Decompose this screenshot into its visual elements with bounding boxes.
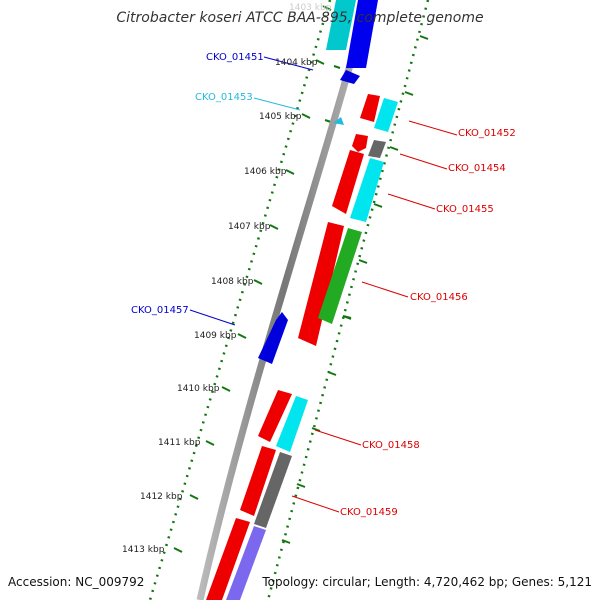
gene-cko01459-red <box>240 446 276 516</box>
gene-cko01455-red <box>332 150 364 214</box>
tick-label-1412: 1412 kbp <box>140 492 183 502</box>
tick-label-1413: 1413 kbp <box>122 545 165 555</box>
leader-lines <box>189 56 458 513</box>
gene-label-cko01456[interactable]: CKO_01456 <box>410 292 468 303</box>
tick-label-1405: 1405 kbp <box>259 112 302 122</box>
tick-marks <box>173 5 332 553</box>
tick-label-1411: 1411 kbp <box>158 438 201 448</box>
gene-cyan-top <box>326 0 356 50</box>
gene-label-cko01454[interactable]: CKO_01454 <box>448 163 506 174</box>
gene-cko01453 <box>333 117 344 125</box>
genome-summary: Topology: circular; Length: 4,720,462 bp… <box>261 575 592 589</box>
gene-label-cko01459[interactable]: CKO_01459 <box>340 507 398 518</box>
gene-cko01452-red <box>360 94 380 122</box>
gene-blue-arrow <box>340 70 360 84</box>
gene-bottom-purple <box>226 526 266 600</box>
inner-dotted-ring <box>148 0 332 600</box>
gene-label-cko01453[interactable]: CKO_01453 <box>195 92 253 103</box>
gene-cko01452-cyan <box>374 98 398 132</box>
gene-cko01456-red <box>298 222 344 346</box>
gene-cko01454-red <box>352 134 368 152</box>
gene-label-cko01458[interactable]: CKO_01458 <box>362 440 420 451</box>
outer-ticks <box>281 35 429 544</box>
gene-label-cko01455[interactable]: CKO_01455 <box>436 204 494 215</box>
gene-cko01458-cyan <box>276 396 308 452</box>
tick-label-1407: 1407 kbp <box>228 222 271 232</box>
gene-blue-top <box>346 0 378 68</box>
gene-label-cko01457[interactable]: CKO_01457 <box>131 305 189 316</box>
gene-cko01459-gray <box>254 452 292 528</box>
gene-cko01454-gray <box>368 140 386 158</box>
tick-label-1403: 1403 kbp <box>289 3 332 13</box>
gene-features <box>206 0 398 600</box>
accession-text: Accession: NC_009792 <box>8 575 144 589</box>
gene-label-cko01451[interactable]: CKO_01451 <box>206 52 264 63</box>
tick-label-1406: 1406 kbp <box>244 167 287 177</box>
tick-label-1409: 1409 kbp <box>194 331 237 341</box>
tick-label-1410: 1410 kbp <box>177 384 220 394</box>
gene-cko01457 <box>258 312 288 364</box>
gene-cko01458-red <box>258 390 292 442</box>
tick-label-1408: 1408 kbp <box>211 277 254 287</box>
tick-label-1404: 1404 kbp <box>275 58 318 68</box>
gene-bottom-red <box>206 518 250 600</box>
gene-cko01456-green <box>318 228 362 324</box>
map-title: Citrobacter koseri ATCC BAA-895, complet… <box>116 10 483 26</box>
gene-cko01455-cyan <box>350 158 384 222</box>
gene-label-cko01452[interactable]: CKO_01452 <box>458 128 516 139</box>
